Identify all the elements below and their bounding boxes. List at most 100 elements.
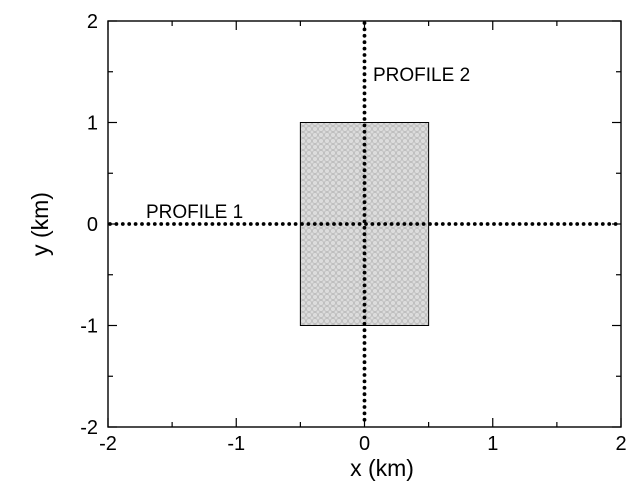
profile-1-dot [268,222,272,226]
profile-1-dot [152,222,157,226]
profile-1-dot [344,222,349,226]
profile-1-dot [236,222,240,226]
profile-2-dot [362,296,367,301]
profile-1-dot [440,222,445,226]
profile-dots [108,21,618,422]
profile-1-dot [504,222,509,226]
profile-1-dot [402,222,407,226]
profile-2-dot [362,392,367,397]
profile-1-dot [319,222,324,226]
profile-1-dot [479,222,484,226]
profile-2-dot [362,315,367,320]
profile-1-dot [191,222,196,226]
profile-1-dot [280,222,285,226]
profile-1-dot [600,222,605,226]
profile-2-dot [362,341,367,345]
profile-1-dot [357,222,362,226]
profile-1-dot [376,222,381,226]
profile-2-dot [362,193,367,198]
profile-1-dot [428,222,432,226]
x-axis-label: x (km) [350,455,414,481]
x-tick-label: 2 [615,433,626,455]
profile-2-dot [362,379,367,384]
profile-2-dot [362,302,367,307]
x-tick-label: -1 [227,433,245,455]
profile-2-dot [362,360,367,365]
x-tick-label: 0 [359,433,370,455]
profile-1-dot [140,222,144,226]
profile-1-dot [242,222,247,226]
profile-1-dot [498,222,503,226]
profile-2-dot [362,309,367,313]
profile-2-dot [362,174,367,179]
profile-1-dot [543,222,548,226]
profile-2-dot [362,219,367,224]
profile-1-dot [466,222,471,226]
profile-2-dot [362,91,367,96]
profile-2-dot [362,366,367,371]
profile-2-dot [362,40,367,45]
profile-1-dot [575,222,580,226]
profile-1-dot [178,222,183,226]
profile-1-dot [204,222,208,226]
profile-2-dot [362,27,367,32]
profile-2-dot [362,200,367,205]
profile-2-dot [362,97,367,102]
profile-1-dot [453,222,458,226]
profile-2-dot [362,142,367,147]
profile-1-dot [447,222,452,226]
y-tick-label: -1 [80,316,98,338]
profile-1-dot [524,222,528,226]
profile-2-dot [362,136,367,141]
profile-2-dot [362,417,367,422]
profile-2-dot [362,72,367,77]
profile-1-dot [383,222,388,226]
profile-1-dot [127,222,132,226]
profile-2-dot [362,270,367,275]
profile-2-dot [362,347,367,352]
profile-1-dot [588,222,592,226]
profile-2-dot [362,149,367,153]
profile-2-dot [362,85,367,89]
profile-1-label: PROFILE 1 [146,202,243,223]
profile-2-dot [362,405,367,409]
profile-1-dot [421,222,426,226]
x-tick-label: 1 [487,433,498,455]
profile-2-dot [362,155,367,160]
profile-1-dot [408,222,413,226]
profile-2-dot [362,398,367,403]
profile-2-dot [362,373,367,377]
y-tick-label: -2 [80,417,98,439]
profile-1-dot [248,222,253,226]
profile-2-dot [362,257,367,262]
profile-1-dot [351,222,356,226]
profile-2-dot [362,110,367,115]
profile-1-dot [581,222,586,226]
profile-1-dot [293,222,298,226]
profile-1-dot [306,222,311,226]
profile-1-dot [255,222,260,226]
profile-2-dot [362,213,367,217]
profile-2-dot [362,117,367,121]
profile-1-dot [146,222,151,226]
profile-2-dot [362,334,367,339]
profile-2-dot [362,264,367,269]
y-tick-labels: -2 -1 0 1 2 [80,11,98,439]
profile-1-dot [485,222,490,226]
profile-1-dot [332,222,336,226]
profile-1-dot [133,222,138,226]
profile-2-dot [362,104,367,109]
profile-1-dot [607,222,612,226]
profile-1-dot [594,222,599,226]
profile-1-dot [492,222,496,226]
profile-1-dot [389,222,394,226]
profile-2-dot [362,65,367,70]
profile-1-dot [517,222,522,226]
profile-2-dot [362,206,367,211]
profile-1-dot [549,222,554,226]
profile-1-dot [312,222,317,226]
profile-1-dot [556,222,560,226]
profile-1-dot [223,222,228,226]
profile-1-dot [172,222,176,226]
